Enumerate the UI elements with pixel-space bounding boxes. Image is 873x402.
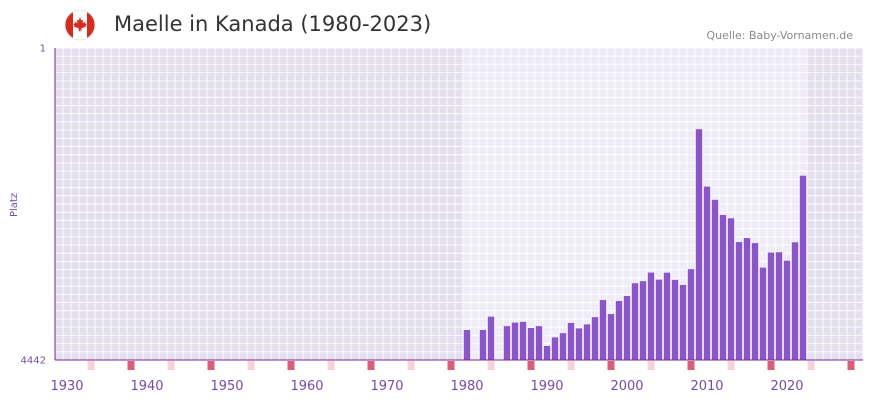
bar-1997 (599, 300, 607, 360)
bar-2012 (719, 214, 727, 360)
bar-1980 (463, 330, 471, 360)
x-tick-label-2020: 2020 (770, 379, 803, 394)
bar-2007 (679, 284, 687, 360)
bar-1996 (591, 317, 599, 360)
half-decade-marker-1993 (567, 361, 575, 370)
bar-1995 (583, 324, 591, 360)
bar-2015 (743, 238, 751, 360)
y-axis-label: Platz (9, 193, 20, 217)
half-decade-marker-1983 (487, 361, 495, 370)
decade-marker-1968 (367, 361, 375, 370)
decade-marker-2028 (847, 361, 855, 370)
chart-header: Maelle in Kanada (1980-2023) Quelle: Bab… (0, 0, 873, 48)
bar-2000 (623, 295, 631, 360)
bar-2009 (695, 129, 703, 360)
bar-1985 (503, 326, 511, 360)
x-tick-label-2000: 2000 (610, 379, 643, 394)
half-decade-marker-1933 (87, 361, 95, 370)
decade-marker-1998 (607, 361, 615, 370)
half-decade-marker-2013 (727, 361, 735, 370)
half-decade-marker-2003 (647, 361, 655, 370)
bar-1990 (543, 345, 551, 360)
x-tick-label-1990: 1990 (530, 379, 563, 394)
decade-marker-2008 (687, 361, 695, 370)
bar-2016 (751, 243, 759, 360)
x-tick-label-1930: 1930 (50, 379, 83, 394)
half-decade-marker-1963 (327, 361, 335, 370)
bar-1987 (519, 321, 527, 360)
x-tick-label-2010: 2010 (690, 379, 723, 394)
canada-flag-icon (64, 9, 96, 41)
bar-1986 (511, 322, 519, 360)
bar-2014 (735, 242, 743, 360)
decade-marker-1938 (127, 361, 135, 370)
bar-1991 (551, 337, 559, 360)
bar-2006 (671, 279, 679, 360)
half-decade-marker-1943 (167, 361, 175, 370)
decade-marker-1978 (447, 361, 455, 370)
x-tick-label-1950: 1950 (210, 379, 243, 394)
bar-1992 (559, 333, 567, 360)
bar-2013 (727, 218, 735, 360)
half-decade-marker-1973 (407, 361, 415, 370)
decade-marker-1948 (207, 361, 215, 370)
bar-2018 (767, 252, 775, 360)
x-tick-label-1940: 1940 (130, 379, 163, 394)
y-tick-label-1: 1 (40, 44, 46, 55)
bar-1998 (607, 314, 615, 360)
bar-1988 (527, 328, 535, 360)
bar-1999 (615, 300, 623, 360)
bar-2001 (631, 283, 639, 360)
decade-marker-2018 (767, 361, 775, 370)
bar-2022 (799, 175, 807, 360)
half-decade-marker-2023 (807, 361, 815, 370)
chart-title: Maelle in Kanada (1980-2023) (114, 12, 432, 36)
x-tick-label-1970: 1970 (370, 379, 403, 394)
x-tick-label-1960: 1960 (290, 379, 323, 394)
bar-2019 (775, 252, 783, 360)
y-tick-label-4442: 4442 (21, 356, 46, 367)
decade-marker-1958 (287, 361, 295, 370)
bar-1994 (575, 328, 583, 360)
half-decade-marker-1953 (247, 361, 255, 370)
bar-2008 (687, 269, 695, 360)
bar-2005 (663, 272, 671, 360)
bar-2020 (783, 260, 791, 360)
decade-marker-1988 (527, 361, 535, 370)
bar-2010 (703, 186, 711, 360)
bar-2002 (639, 281, 647, 360)
x-tick-label-1980: 1980 (450, 379, 483, 394)
source-credit: Quelle: Baby-Vornamen.de (706, 29, 853, 42)
bar-2004 (655, 279, 663, 360)
bar-2021 (791, 242, 799, 360)
bar-1989 (535, 326, 543, 360)
bar-1993 (567, 322, 575, 360)
bar-1983 (487, 316, 495, 360)
bar-2003 (647, 272, 655, 360)
bar-2017 (759, 267, 767, 360)
bar-1982 (479, 330, 487, 360)
bar-2011 (711, 199, 719, 360)
